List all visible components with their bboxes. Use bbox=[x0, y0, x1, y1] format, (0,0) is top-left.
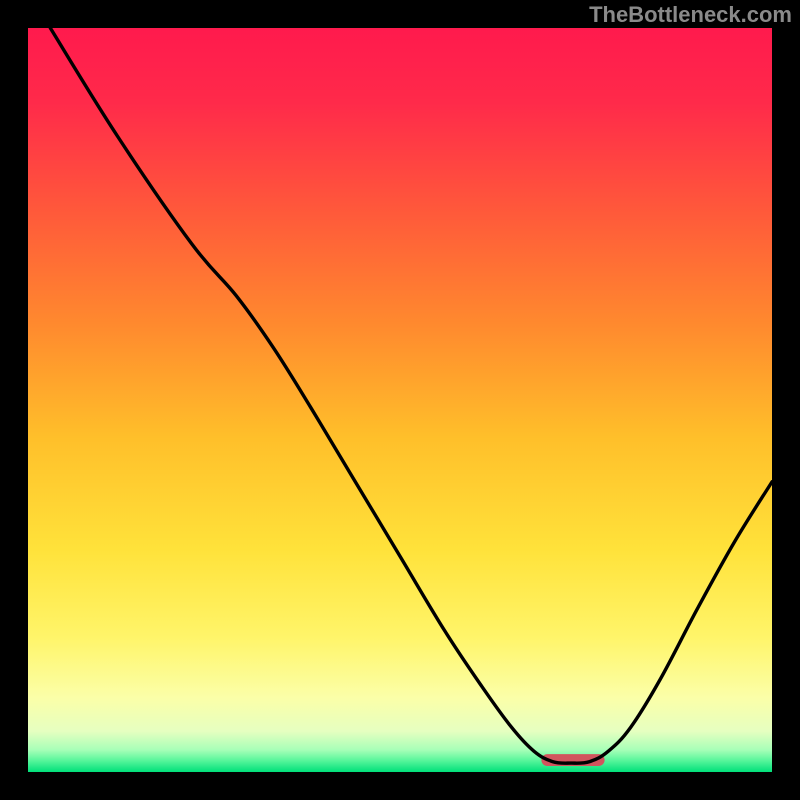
gradient-background bbox=[28, 28, 772, 772]
chart-svg bbox=[28, 28, 772, 772]
plot-area bbox=[28, 28, 772, 772]
chart-container: { "watermark": { "text": "TheBottleneck.… bbox=[0, 0, 800, 800]
watermark-text: TheBottleneck.com bbox=[589, 2, 792, 28]
